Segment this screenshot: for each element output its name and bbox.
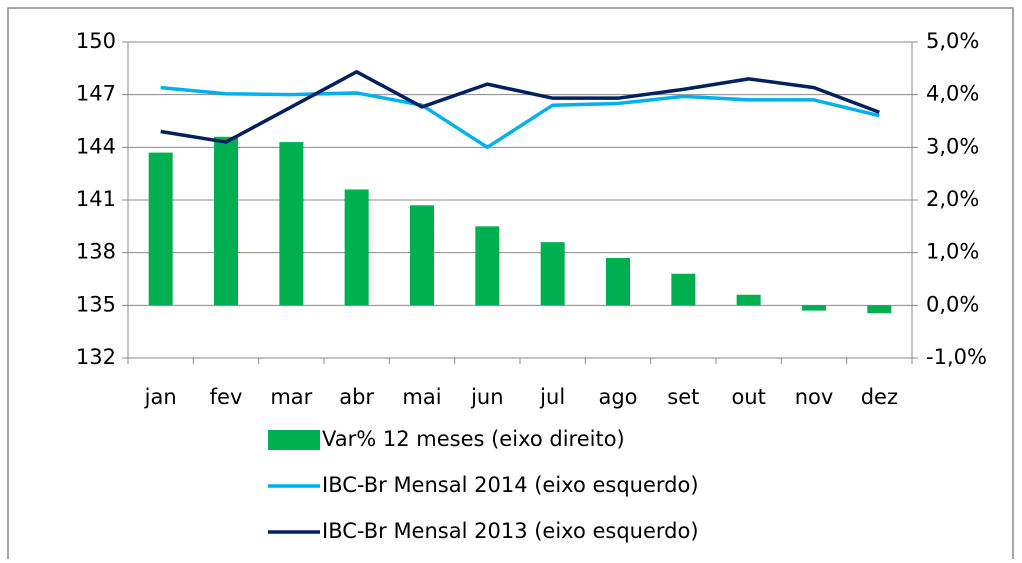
y2-tick-label: 2,0% (926, 187, 979, 211)
y2-tick-label: 1,0% (926, 240, 979, 264)
x-tick-label: ago (598, 385, 637, 409)
bar (214, 136, 238, 306)
y2-tick-label: 5,0% (926, 29, 979, 53)
x-tick-label: out (731, 385, 765, 409)
bar (344, 189, 369, 306)
legend-label: IBC-Br Mensal 2014 (eixo esquerdo) (322, 473, 699, 497)
bar (148, 152, 173, 306)
x-tick-label: fev (210, 385, 243, 409)
bar (802, 305, 826, 311)
y2-tick-label: 3,0% (926, 134, 979, 158)
y2-tick-label: 4,0% (926, 82, 979, 106)
bar (410, 205, 434, 306)
bar (671, 273, 696, 306)
y-tick-label: 135 (76, 292, 116, 316)
y2-tick-label: 0,0% (926, 292, 979, 316)
y-tick-label: 141 (76, 187, 116, 211)
x-tick-label: jul (539, 385, 565, 409)
y-tick-label: 150 (76, 29, 116, 53)
x-tick-label: jun (470, 385, 503, 409)
legend-label: IBC-Br Mensal 2013 (eixo esquerdo) (322, 519, 699, 543)
bar (540, 242, 565, 306)
bar (475, 226, 500, 306)
x-tick-label: mar (270, 385, 312, 409)
x-tick-label: abr (339, 385, 374, 409)
bar (736, 294, 761, 306)
x-tick-label: mai (402, 385, 441, 409)
line (160, 70, 880, 144)
x-tick-label: jan (144, 385, 177, 409)
bar (867, 305, 892, 314)
y-tick-label: 138 (76, 240, 116, 264)
y-tick-label: 144 (76, 134, 116, 158)
legend-label: Var% 12 meses (eixo direito) (322, 427, 625, 451)
bar (279, 142, 304, 306)
y-tick-label: 132 (76, 345, 116, 369)
line (160, 85, 880, 150)
x-tick-label: dez (861, 385, 898, 409)
y-tick-label: 147 (76, 82, 116, 106)
bar (606, 257, 630, 306)
legend-swatch (268, 430, 320, 450)
x-tick-label: nov (795, 385, 834, 409)
x-tick-label: set (667, 385, 699, 409)
y2-tick-label: -1,0% (926, 345, 987, 369)
